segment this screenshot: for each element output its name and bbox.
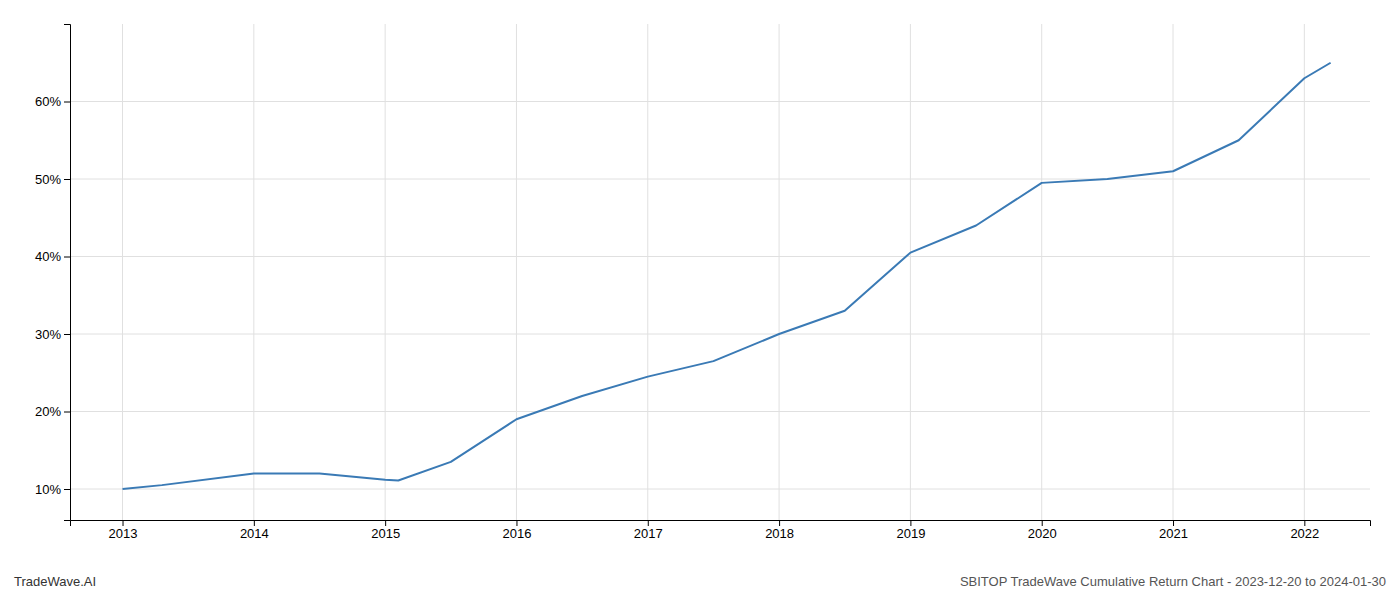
x-axis: 2013 2014 2015 2016 2017 2018 2019 2020 2021 2022 <box>71 520 1371 541</box>
x-tick: 2022 <box>1290 520 1319 541</box>
x-tick: 2019 <box>896 520 925 541</box>
y-tick-mark <box>64 412 70 413</box>
y-axis-line <box>64 25 71 521</box>
grid-line <box>70 411 1370 412</box>
plot-area: 2013 2014 2015 2016 2017 2018 2019 2020 2021 2022… <box>35 24 1371 541</box>
y-tick-label: 10% <box>35 482 61 497</box>
y-tick-label: 50% <box>35 172 61 187</box>
x-tick: 2013 <box>109 520 138 541</box>
grid-line <box>1173 24 1174 520</box>
y-tick: 20% <box>35 404 70 419</box>
y-tick-mark <box>64 334 70 335</box>
x-tick: 2021 <box>1159 520 1188 541</box>
y-tick-mark <box>64 257 70 258</box>
x-tick-mark <box>1173 520 1174 526</box>
grid-line <box>779 24 780 520</box>
x-tick-mark <box>1042 520 1043 526</box>
grid-line <box>70 256 1370 257</box>
grid-line <box>70 489 1370 490</box>
x-tick-mark <box>779 520 780 526</box>
x-tick-label: 2018 <box>765 526 794 541</box>
grid-line <box>1304 24 1305 520</box>
y-tick: 60% <box>35 94 70 109</box>
line <box>123 63 1331 489</box>
chart: 2013 2014 2015 2016 2017 2018 2019 2020 2021 2022… <box>0 0 1400 600</box>
y-tick-mark <box>64 102 70 103</box>
watermark: TradeWave.AI <box>14 574 96 589</box>
y-tick: 40% <box>35 249 70 264</box>
grid <box>70 24 1370 520</box>
y-tick-label: 60% <box>35 94 61 109</box>
grid-line <box>647 24 648 520</box>
x-tick-label: 2017 <box>634 526 663 541</box>
x-tick-label: 2019 <box>896 526 925 541</box>
x-tick-label: 2015 <box>371 526 400 541</box>
x-tick-mark <box>123 520 124 526</box>
grid-line <box>70 334 1370 335</box>
grid-line <box>910 24 911 520</box>
y-tick: 30% <box>35 327 70 342</box>
y-axis: 10% 20% 30% 40% 50% 60% <box>35 25 71 521</box>
x-tick-mark <box>910 520 911 526</box>
x-tick-mark <box>648 520 649 526</box>
x-axis-line <box>71 521 1371 527</box>
x-tick-label: 2013 <box>109 526 138 541</box>
grid-line <box>516 24 517 520</box>
x-tick: 2014 <box>240 520 269 541</box>
grid-line <box>1041 24 1042 520</box>
y-tick-label: 40% <box>35 249 61 264</box>
x-tick-label: 2016 <box>503 526 532 541</box>
title: SBITOP TradeWave Cumulative Return Chart… <box>960 574 1386 589</box>
x-tick-label: 2014 <box>240 526 269 541</box>
x-tick: 2016 <box>503 520 532 541</box>
x-tick-label: 2022 <box>1290 526 1319 541</box>
y-tick: 10% <box>35 482 70 497</box>
y-tick: 50% <box>35 172 70 187</box>
grid-line <box>70 179 1370 180</box>
y-tick-label: 30% <box>35 327 61 342</box>
x-tick: 2015 <box>371 520 400 541</box>
x-tick: 2017 <box>634 520 663 541</box>
x-tick-mark <box>254 520 255 526</box>
grid-line <box>122 24 123 520</box>
x-tick-mark <box>516 520 517 526</box>
y-tick-mark <box>64 489 70 490</box>
y-tick-mark <box>64 179 70 180</box>
marks <box>123 63 1331 489</box>
x-tick-mark <box>385 520 386 526</box>
x-tick-label: 2021 <box>1159 526 1188 541</box>
x-tick-label: 2020 <box>1028 526 1057 541</box>
y-tick-label: 20% <box>35 404 61 419</box>
grid-line <box>70 101 1370 102</box>
x-tick-mark <box>1304 520 1305 526</box>
grid-line <box>385 24 386 520</box>
grid-line <box>253 24 254 520</box>
x-tick: 2020 <box>1028 520 1057 541</box>
x-tick: 2018 <box>765 520 794 541</box>
